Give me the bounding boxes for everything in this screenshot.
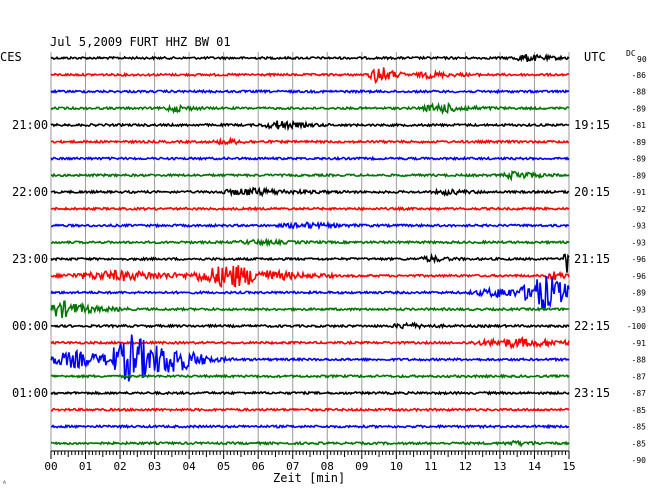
left-time-label: 22:00 bbox=[12, 185, 48, 199]
dc-offset-label: -88 bbox=[632, 88, 647, 97]
x-tick-label: 08 bbox=[321, 460, 334, 473]
dc-header-sub: 90 bbox=[637, 55, 647, 64]
chart-title: Jul 5,2009 FURT HHZ BW 01 bbox=[50, 35, 231, 49]
corner-mark: ᴬ bbox=[2, 479, 7, 488]
trace-6 bbox=[50, 155, 570, 162]
trace-23 bbox=[50, 439, 570, 448]
x-tick-label: 05 bbox=[217, 460, 230, 473]
dc-offset-label: -100 bbox=[627, 322, 646, 331]
dc-offset-label: -89 bbox=[632, 138, 647, 147]
x-tick-label: 03 bbox=[148, 460, 161, 473]
x-tick-label: 00 bbox=[44, 460, 57, 473]
trace-5 bbox=[50, 135, 570, 146]
x-tick-label: 13 bbox=[493, 460, 506, 473]
trace-19 bbox=[50, 373, 570, 380]
dc-offset-label: -93 bbox=[632, 238, 647, 247]
dc-offset-label: -87 bbox=[632, 389, 647, 398]
dc-offset-label: -96 bbox=[632, 272, 647, 281]
dc-offset-label: -87 bbox=[632, 372, 647, 381]
dc-offset-label: -90 bbox=[632, 456, 647, 465]
left-time-label: 21:00 bbox=[12, 118, 48, 132]
dc-header: DC bbox=[626, 49, 636, 58]
trace-11 bbox=[50, 237, 570, 248]
trace-22 bbox=[50, 423, 570, 430]
x-tick-label: 06 bbox=[252, 460, 265, 473]
dc-offset-label: -93 bbox=[632, 222, 647, 231]
axis-labels: 00 01 02 03 04 05 06 07 08 09 10 11 12 13 14 15 21:00 22:… bbox=[12, 71, 646, 473]
trace-3 bbox=[50, 101, 570, 116]
trace-7 bbox=[50, 169, 570, 182]
trace-21 bbox=[50, 407, 570, 413]
x-tick-label: 02 bbox=[113, 460, 126, 473]
x-tick-label: 11 bbox=[424, 460, 437, 473]
dc-offset-label: -85 bbox=[632, 439, 647, 448]
left-timezone-label: CES bbox=[0, 50, 22, 64]
dc-offset-label: -85 bbox=[632, 406, 647, 415]
trace-13 bbox=[50, 265, 570, 288]
x-tick-label: 07 bbox=[286, 460, 299, 473]
trace-10 bbox=[51, 220, 569, 231]
dc-offset-label: -91 bbox=[632, 339, 647, 348]
plot-labels: Jul 5,2009 FURT HHZ BW 01 CES UTC DC 90 … bbox=[0, 35, 647, 488]
right-time-label: 23:15 bbox=[574, 386, 610, 400]
x-tick-label: 12 bbox=[459, 460, 472, 473]
right-time-label: 21:15 bbox=[574, 252, 610, 266]
x-axis-label: Zeit [min] bbox=[273, 471, 345, 485]
dc-offset-label: -89 bbox=[632, 289, 647, 298]
x-tick-label: 10 bbox=[390, 460, 403, 473]
dc-offset-label: -89 bbox=[632, 171, 647, 180]
dc-offset-label: -91 bbox=[632, 188, 647, 197]
x-tick-label: 14 bbox=[528, 460, 542, 473]
trace-18 bbox=[50, 334, 570, 382]
trace-8 bbox=[50, 186, 570, 198]
x-tick-label: 04 bbox=[183, 460, 197, 473]
right-timezone-label: UTC bbox=[584, 50, 606, 64]
seismic-traces bbox=[50, 53, 570, 448]
dc-offset-label: -92 bbox=[632, 205, 647, 214]
dc-offset-label: -81 bbox=[632, 121, 647, 130]
trace-4 bbox=[50, 119, 570, 132]
dc-offset-label: -86 bbox=[632, 71, 647, 80]
dc-offset-label: -93 bbox=[632, 305, 647, 314]
left-time-label: 01:00 bbox=[12, 386, 48, 400]
dc-offset-label: -89 bbox=[632, 155, 647, 164]
right-time-label: 22:15 bbox=[574, 319, 610, 333]
right-time-label: 20:15 bbox=[574, 185, 610, 199]
x-tick-label: 15 bbox=[562, 460, 575, 473]
trace-9 bbox=[50, 205, 570, 212]
dc-offset-label: -89 bbox=[632, 104, 647, 113]
time-grid bbox=[50, 52, 570, 459]
trace-12 bbox=[50, 252, 570, 273]
trace-0 bbox=[50, 53, 570, 63]
trace-20 bbox=[50, 390, 570, 396]
trace-17 bbox=[50, 336, 570, 350]
dc-offset-label: -88 bbox=[632, 356, 647, 365]
x-tick-label: 01 bbox=[79, 460, 92, 473]
trace-15 bbox=[50, 300, 570, 319]
trace-2 bbox=[50, 88, 570, 95]
dc-offset-label: -96 bbox=[632, 255, 647, 264]
left-time-label: 00:00 bbox=[12, 319, 48, 333]
dc-offset-label: -85 bbox=[632, 423, 647, 432]
x-tick-label: 09 bbox=[355, 460, 368, 473]
trace-14 bbox=[50, 276, 570, 312]
right-time-label: 19:15 bbox=[574, 118, 610, 132]
left-time-label: 23:00 bbox=[12, 252, 48, 266]
trace-16 bbox=[51, 321, 570, 331]
trace-1 bbox=[50, 67, 569, 85]
